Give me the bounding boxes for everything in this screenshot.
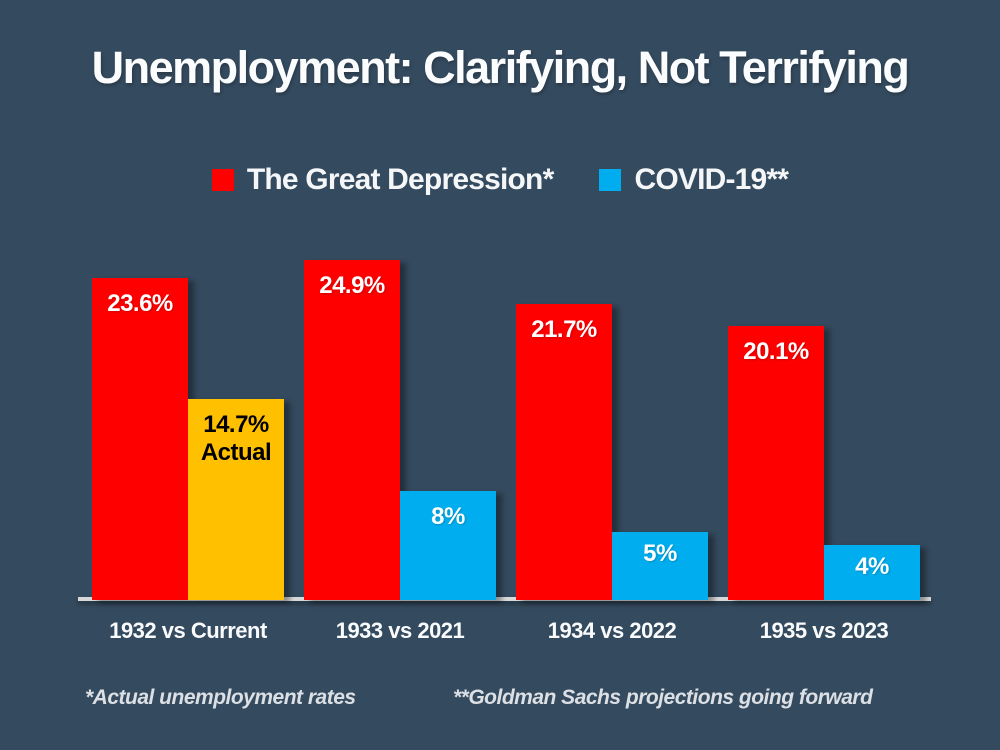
footnote-goldman-sachs: **Goldman Sachs projections going forwar… <box>453 686 873 709</box>
bar-covid-2: 8% <box>400 491 496 600</box>
legend-label-covid: COVID-19** <box>634 163 789 196</box>
bar-depression-1: 23.6% <box>92 278 188 600</box>
chart-legend: The Great Depression* COVID-19** <box>0 163 1000 197</box>
category-label-4: 1935 vs 2023 <box>759 618 889 643</box>
category-label-1: 1932 vs Current <box>109 618 267 643</box>
bar-covid-4: 4% <box>824 545 920 600</box>
bar-value-label: 23.6% <box>107 290 173 317</box>
bar-value-label: 20.1% <box>743 338 809 365</box>
bar-depression-2: 24.9% <box>304 260 400 600</box>
page-title: Unemployment: Clarifying, Not Terrifying <box>91 42 910 93</box>
legend-label-depression: The Great Depression* <box>246 163 554 196</box>
bar-covid-1: 14.7% Actual <box>188 399 284 600</box>
bar-depression-3: 21.7% <box>516 304 612 600</box>
legend-item-depression: The Great Depression* <box>211 163 554 197</box>
bar-depression-4: 20.1% <box>728 326 824 600</box>
legend-swatch-red-icon <box>211 169 234 191</box>
legend-item-covid: COVID-19** <box>599 163 789 197</box>
bar-value-label: 21.7% <box>531 316 597 343</box>
category-label-3: 1934 vs 2022 <box>547 618 677 643</box>
bar-value-label: 24.9% <box>319 272 385 299</box>
bar-value-label: 4% <box>855 553 889 580</box>
bar-value-label: 14.7% Actual <box>200 411 272 466</box>
category-label-2: 1933 vs 2021 <box>335 618 465 643</box>
legend-swatch-blue-icon <box>599 169 622 191</box>
x-axis-line <box>78 597 931 601</box>
bar-covid-3: 5% <box>612 532 708 600</box>
bar-value-label: 8% <box>431 503 465 530</box>
bar-value-label: 5% <box>643 540 677 567</box>
footnote-actual-rates: *Actual unemployment rates <box>85 686 356 709</box>
